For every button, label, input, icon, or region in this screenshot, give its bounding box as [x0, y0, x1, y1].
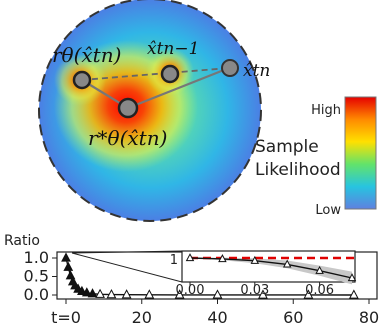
inset-series-line [189, 257, 353, 279]
ratio-point [63, 261, 74, 271]
label-r-theta-star: r*θ(x̂tn) [88, 126, 167, 150]
x-tick-label: 40 [207, 308, 227, 327]
solid-line-right [127, 66, 230, 110]
ratio-point [95, 288, 105, 298]
inset-point [185, 253, 195, 262]
inset-x-tick-label: 0.03 [240, 283, 269, 298]
likelihood-disk [38, 0, 262, 222]
ratio-point [121, 289, 132, 299]
y-tick-label: 0.5 [24, 267, 49, 286]
inset-point [315, 265, 324, 274]
ratio-point [106, 288, 117, 299]
y-axis-label: Ratio [4, 233, 40, 249]
colorbar-low-label: Low [315, 203, 341, 218]
ratio-chart: Ratio 0.00.51.0 t=0 20 40 60 80 1 0.00 0.03 0.… [4, 233, 379, 327]
point-x-curr [221, 59, 239, 77]
ratio-point [81, 287, 92, 297]
inset-series-markers [185, 253, 357, 282]
ratio-point [77, 285, 87, 295]
inset-point [218, 254, 227, 263]
ratio-point [87, 288, 98, 298]
dashed-line [81, 67, 230, 81]
inset-reference-label: 1 [170, 253, 178, 268]
ratio-point [61, 252, 71, 262]
x-ticks: t=0 20 40 60 80 [51, 299, 379, 327]
inset-x-tick-label: 0.00 [176, 283, 205, 298]
inset-x-ticks: 0.00 0.03 0.06 [176, 282, 334, 298]
colorbar-title-line1: Sample [255, 137, 319, 157]
x-tick-label: 20 [132, 308, 152, 327]
colorbar-high-label: High [311, 103, 341, 118]
ratio-point [174, 289, 185, 299]
point-r-theta [72, 70, 92, 90]
inset-connector-top [71, 250, 183, 254]
inset-plot: 1 0.00 0.03 0.06 [71, 250, 357, 298]
ratio-point [303, 289, 314, 299]
colorbar-gradient [344, 96, 377, 210]
label-x-prev: x̂tn−1 [147, 39, 199, 59]
inset-point [250, 255, 260, 264]
ratio-point [348, 289, 359, 299]
colorbar-title-line2: Likelihood [255, 160, 341, 180]
x-tick-label: t=0 [51, 308, 81, 327]
inset-point [282, 259, 292, 268]
ratio-point [212, 289, 223, 299]
colorbar: High Low Sample Likelihood [255, 96, 377, 218]
point-r-theta-star [117, 97, 139, 119]
x-tick-label: 80 [359, 308, 379, 327]
ratio-series-markers [61, 252, 359, 299]
inset-x-tick-label: 0.06 [305, 283, 334, 298]
ratio-point [258, 289, 268, 299]
x-tick-label: 60 [283, 308, 303, 327]
inset-connector-bottom [71, 252, 183, 283]
y-ticks: 0.00.51.0 [24, 248, 57, 304]
label-x-curr: x̂tn [243, 61, 270, 81]
inset-point [347, 273, 357, 282]
point-x-prev [160, 64, 180, 84]
label-r-theta: rθ(x̂tn) [52, 43, 121, 67]
ratio-point [144, 289, 155, 299]
y-tick-label: 0.0 [24, 285, 49, 304]
y-tick-label: 1.0 [24, 248, 49, 267]
